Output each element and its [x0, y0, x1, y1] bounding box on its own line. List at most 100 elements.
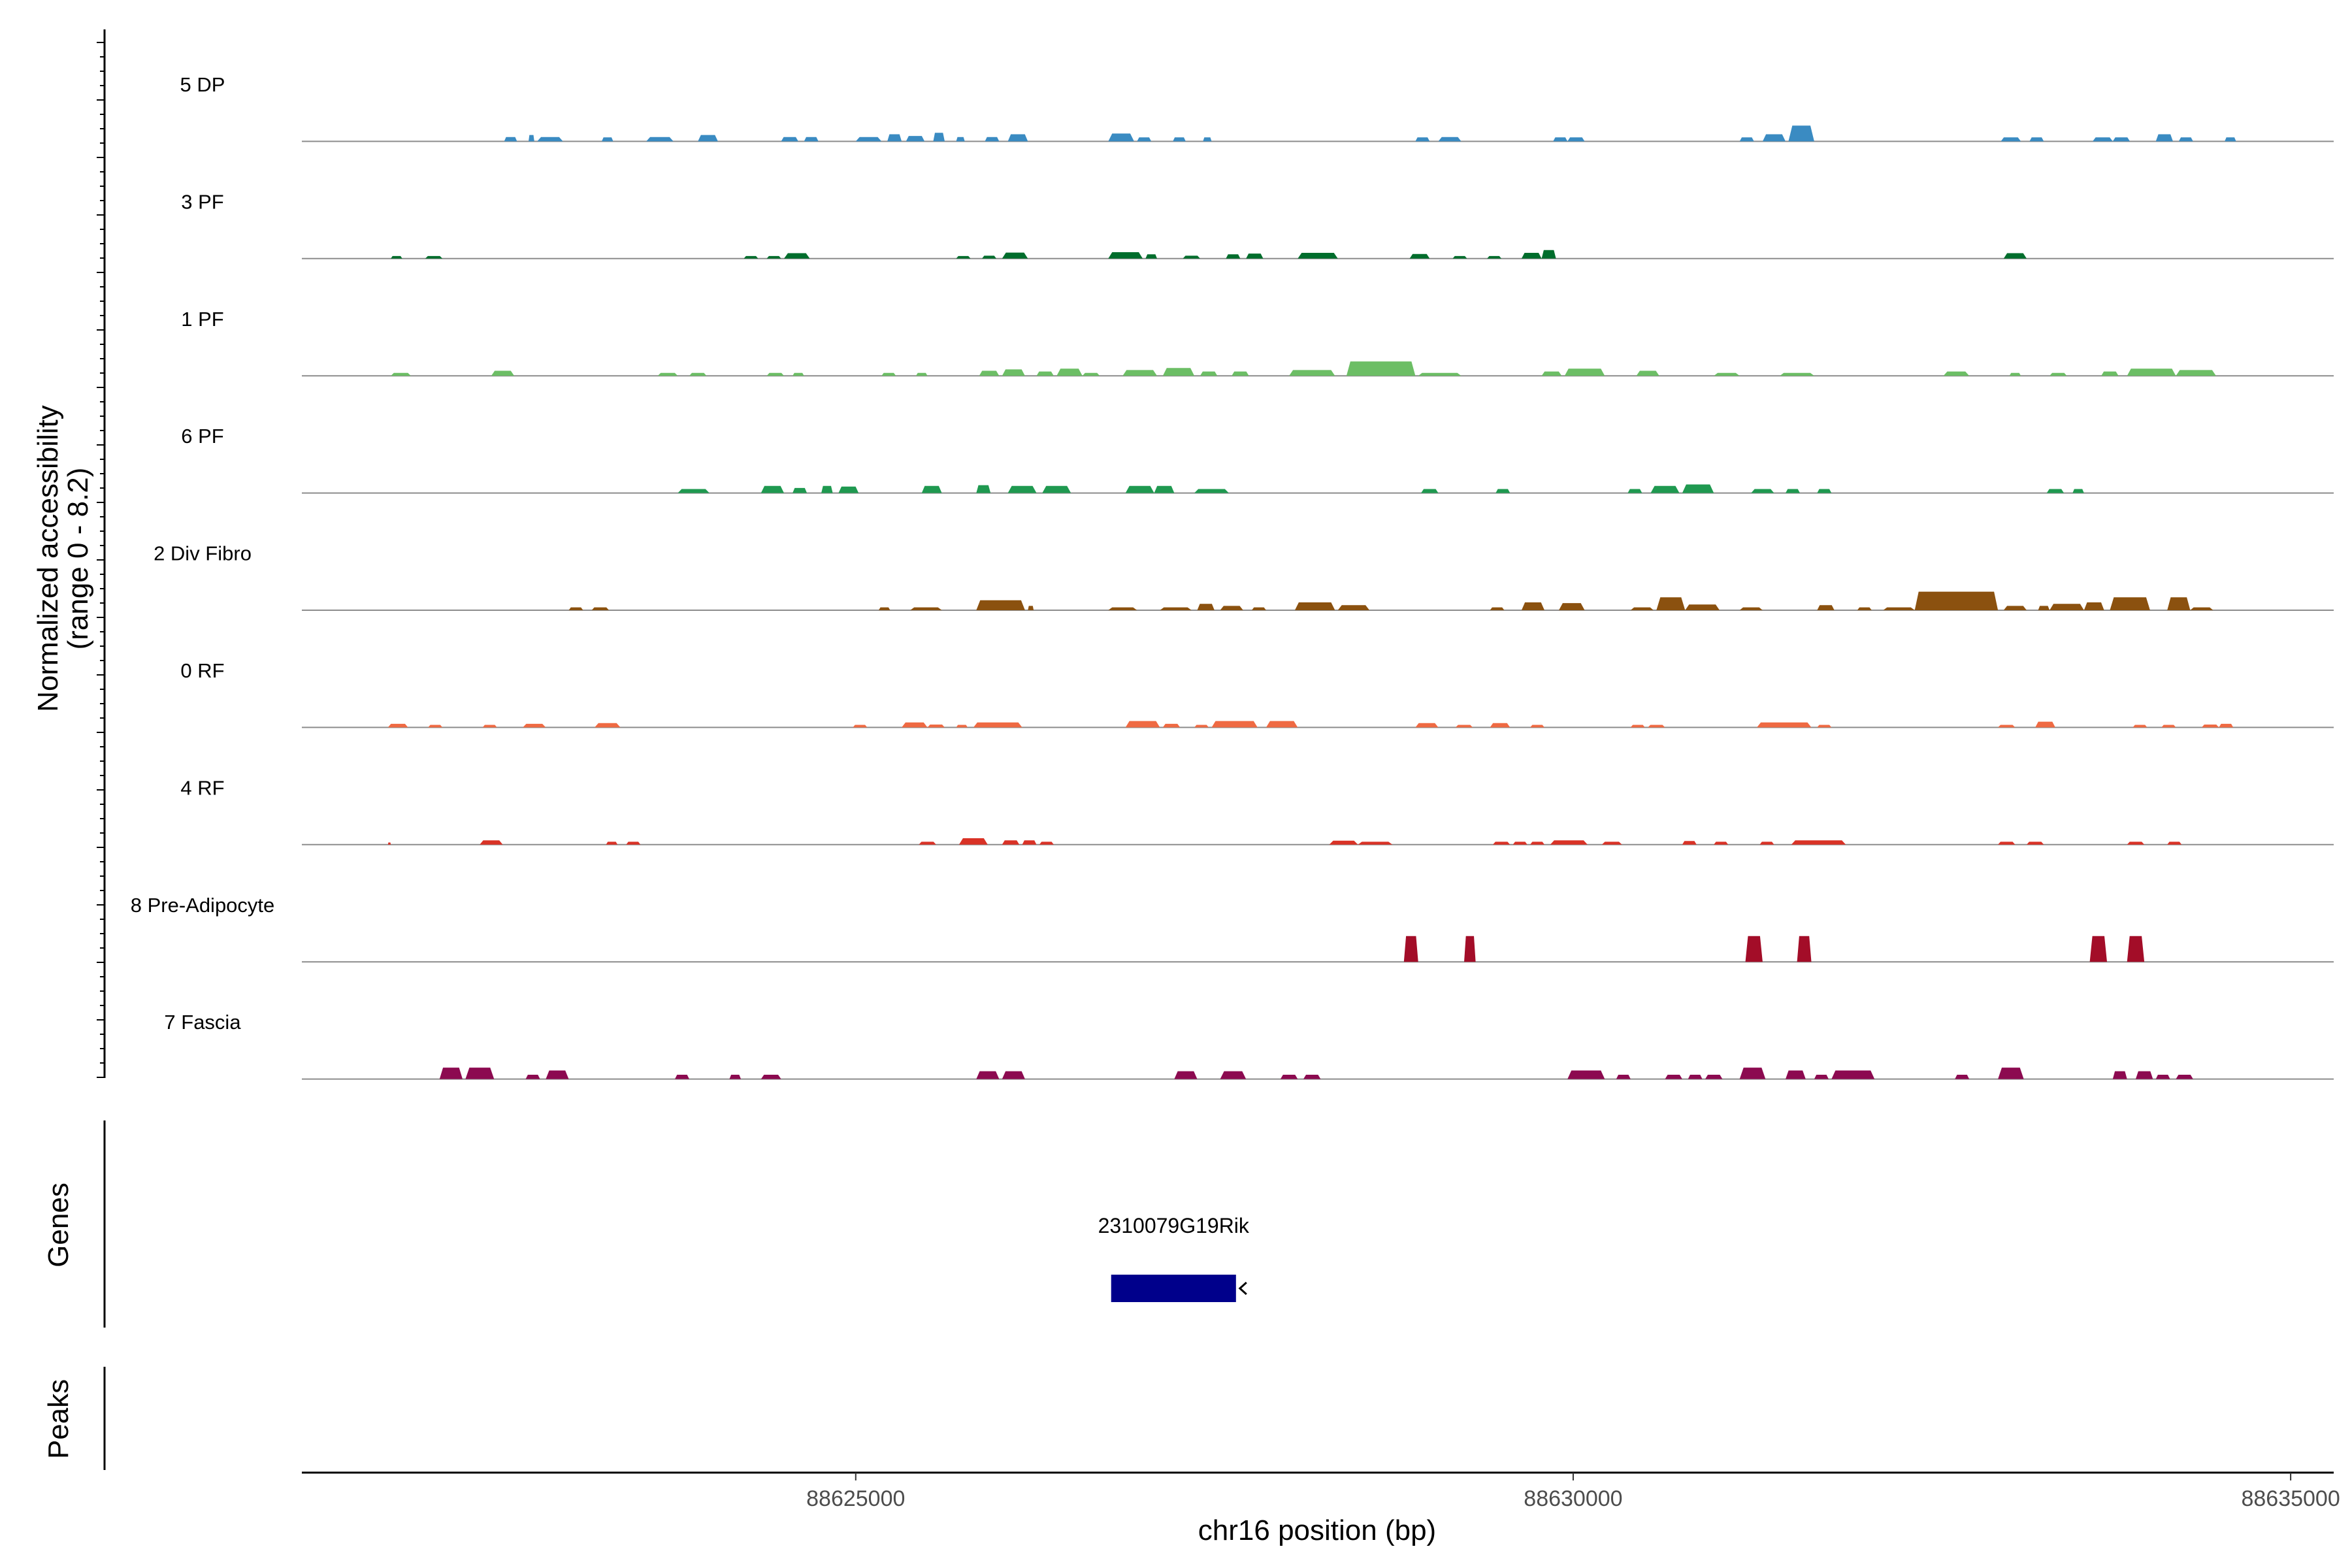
coverage-peak — [1512, 841, 1527, 845]
coverage-peak — [2083, 602, 2104, 610]
coverage-peak — [1762, 134, 1786, 142]
coverage-peak — [1125, 485, 1154, 493]
coverage-peak — [1943, 371, 1970, 376]
coverage-peak — [1203, 137, 1212, 142]
coverage-peak — [878, 607, 890, 610]
coverage-peak — [979, 370, 1000, 376]
x-axis: 88625000 88630000 88635000 chr16 position … — [302, 1471, 2340, 1546]
coverage-peak — [976, 600, 1025, 610]
coverage-peak — [2072, 489, 2084, 493]
track-6: 0 RF — [180, 659, 2334, 728]
coverage-peak — [1780, 372, 1814, 376]
coverage-peak — [1998, 725, 2016, 728]
coverage-peak — [2027, 841, 2044, 845]
coverage-peak — [1998, 841, 2016, 845]
coverage-peak — [1042, 485, 1071, 493]
coverage-peak — [2112, 1071, 2127, 1079]
coverage-peak — [657, 372, 678, 376]
coverage-peak — [1173, 137, 1186, 142]
coverage-peak — [1630, 725, 1645, 728]
coverage-peak — [591, 607, 609, 610]
coverage-peak — [956, 725, 968, 728]
coverage-peak — [439, 1068, 463, 1079]
coverage-peak — [1541, 250, 1556, 259]
coverage-peak — [504, 137, 517, 142]
track-label: 7 Fascia — [164, 1011, 241, 1034]
track-7: 4 RF — [180, 776, 2334, 845]
coverage-peak — [1266, 721, 1298, 728]
x-tick-label: 88630000 — [1524, 1486, 1622, 1511]
coverage-peak — [2050, 604, 2084, 610]
coverage-peak — [523, 723, 546, 728]
coverage-peak — [1162, 723, 1181, 728]
coverage-peak — [387, 723, 408, 728]
coverage-peak — [1521, 253, 1542, 259]
coverage-peak — [1232, 371, 1249, 376]
peaks-panel: Peaks — [42, 1367, 106, 1470]
gene-strand-arrow — [1238, 1281, 1247, 1296]
coverage-peak — [595, 723, 621, 728]
coverage-peak — [1714, 372, 1740, 376]
coverage-peak — [1759, 841, 1774, 845]
coverage-peak — [1739, 1068, 1766, 1079]
coverage-peak — [1567, 137, 1585, 142]
coverage-peak — [646, 137, 674, 142]
coverage-peak — [2178, 137, 2193, 142]
coverage-peak — [1630, 607, 1654, 610]
coverage-peak — [1656, 597, 1686, 610]
gene-1: 2310079G19Rik — [1098, 1214, 1250, 1302]
track-3: 1 PF — [181, 308, 2334, 377]
coverage-peak — [1464, 936, 1476, 962]
coverage-peak — [537, 137, 563, 142]
coverage-peak — [1028, 606, 1034, 610]
coverage-peak — [529, 135, 534, 142]
coverage-peak — [956, 255, 971, 259]
coverage-peak — [729, 1075, 742, 1079]
track-label: 0 RF — [180, 659, 224, 682]
coverage-peak — [1358, 841, 1393, 845]
coverage-peak — [792, 487, 808, 493]
coverage-peak — [482, 725, 497, 728]
y-axis-title: Normalized accessibility (range 0 - 8.2) — [32, 405, 94, 711]
coverage-peak — [606, 841, 618, 845]
coverage-peak — [2029, 137, 2044, 142]
coverage-peak — [1298, 253, 1338, 259]
coverage-peak — [1183, 255, 1200, 259]
coverage-peak — [2161, 725, 2176, 728]
coverage-peak — [1125, 721, 1160, 728]
coverage-peak — [1329, 840, 1358, 845]
coverage-peak — [1082, 372, 1100, 376]
coverage-peak — [881, 372, 896, 376]
coverage-peak — [1627, 489, 1642, 493]
coverage-peak — [1857, 607, 1872, 610]
coverage-peak — [1541, 371, 1562, 376]
coverage-peak — [1246, 253, 1264, 259]
coverage-peak — [2190, 607, 2213, 610]
coverage-peak — [1122, 370, 1157, 376]
coverage-y-axis — [97, 29, 106, 1078]
coverage-peak — [2155, 134, 2173, 142]
coverage-peak — [921, 485, 942, 493]
coverage-peak — [2003, 253, 2027, 259]
track-label: 3 PF — [181, 190, 223, 213]
coverage-peak — [602, 137, 613, 142]
coverage-peak — [910, 607, 942, 610]
coverage-peak — [2101, 371, 2119, 376]
coverage-peak — [2093, 137, 2113, 142]
track-1: 5 DP — [180, 73, 2334, 142]
coverage-peak — [784, 253, 810, 259]
coverage-peak — [1108, 133, 1134, 142]
coverage-peak — [2127, 368, 2176, 376]
coverage-peak — [2112, 137, 2131, 142]
coverage-peak — [425, 255, 443, 259]
coverage-peak — [1252, 607, 1266, 610]
coverage-peak — [1056, 368, 1083, 376]
coverage-peak — [1757, 722, 1812, 728]
coverage-peak — [2219, 723, 2234, 728]
coverage-peak — [887, 134, 902, 142]
coverage-peak — [546, 1070, 569, 1079]
peaks-panel-label: Peaks — [42, 1379, 74, 1459]
coverage-peak — [1137, 137, 1152, 142]
coverage-peak — [1751, 489, 1774, 493]
coverage-peak — [2038, 606, 2050, 610]
